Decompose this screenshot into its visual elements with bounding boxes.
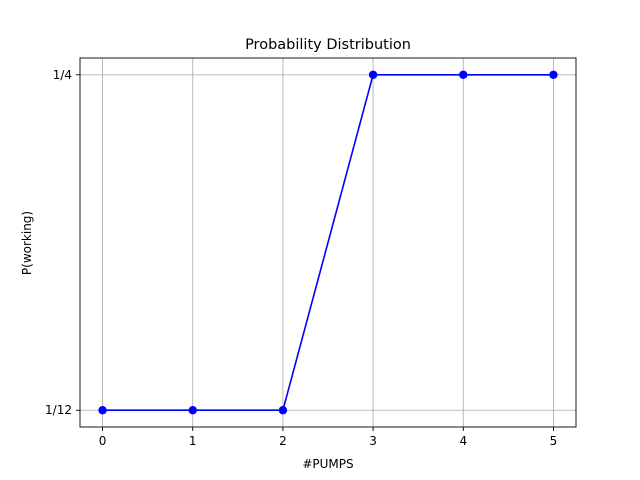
x-tick-label: 0 (99, 434, 107, 448)
x-axis-label: #PUMPS (302, 457, 353, 471)
y-tick-label: 1/12 (45, 403, 72, 417)
x-tick-label: 3 (369, 434, 377, 448)
data-point (549, 70, 558, 79)
series-layer (98, 70, 558, 415)
data-point (278, 406, 288, 415)
data-point (368, 70, 378, 79)
series-line (102, 73, 554, 412)
plot-area-frame (79, 57, 577, 428)
ticks: 0 1 2 3 4 5 1/12 1/4 (45, 68, 557, 448)
x-tick-label: 5 (550, 434, 558, 448)
data-point (459, 70, 468, 79)
y-axis-label: P(working) (20, 211, 34, 275)
data-point (98, 406, 107, 415)
data-point (188, 406, 197, 415)
x-tick-label: 4 (459, 434, 467, 448)
chart-title: Probability Distribution (245, 37, 411, 53)
x-tick-label: 1 (189, 434, 197, 448)
y-tick-label: 1/4 (53, 68, 72, 82)
x-tick-label: 2 (279, 434, 287, 448)
